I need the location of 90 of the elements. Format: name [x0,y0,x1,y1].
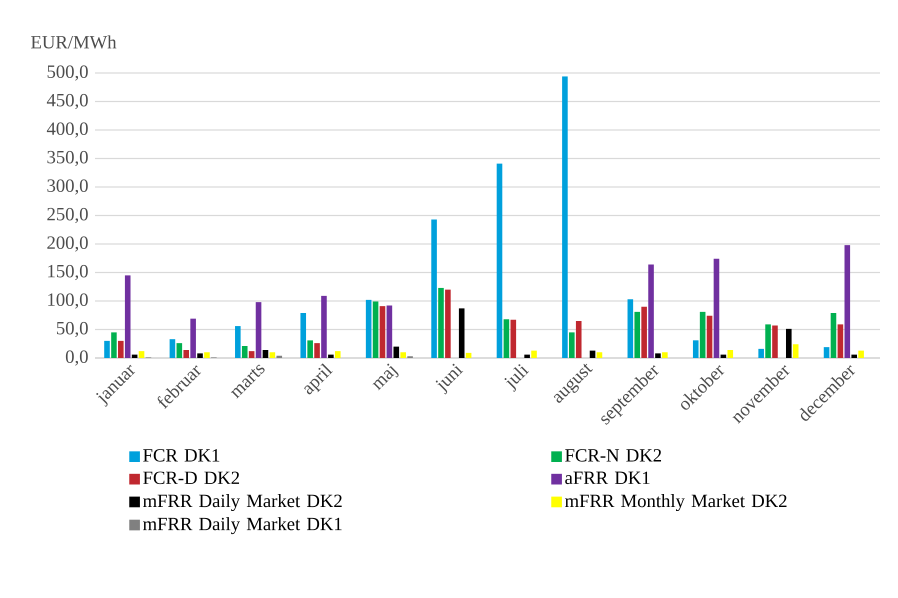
bar [504,319,510,358]
bar [438,288,444,358]
bar [183,350,190,358]
bar [576,320,582,358]
bar [641,306,647,358]
bar [634,312,640,358]
legend-label: aFRR DK1 [565,472,650,484]
bar [531,350,537,358]
bar [692,340,699,358]
bar [844,245,850,358]
x-tick-label: juni [436,364,464,394]
bar [765,324,771,358]
y-tick-label: 150,0 [48,264,88,280]
bar [824,347,830,358]
legend-label: FCR-N DK2 [565,449,662,462]
bar [176,343,182,358]
legend-label: FCR-D DK2 [143,472,240,484]
bar [727,350,734,358]
x-tick-label: maj [372,364,399,390]
bar [334,351,341,358]
bar [242,346,248,358]
bar [138,351,144,358]
bar [400,352,406,358]
y-tick-label: 100,0 [48,293,88,309]
bar [590,350,596,358]
bar [720,354,726,358]
bar [248,351,254,358]
bar [386,306,392,358]
legend-label: mFRR Daily Market DK1 [142,517,342,534]
bar [204,352,210,358]
y-tick-label: 250,0 [47,208,88,224]
bar [170,339,176,358]
y-tick-label: 500,0 [48,65,88,81]
y-tick-label: 400,0 [46,122,88,138]
bar [328,354,334,358]
bar [118,340,124,358]
bar [569,332,575,358]
bar [104,340,110,358]
bar [466,352,472,358]
bar [445,290,451,358]
bar [270,352,276,358]
legend-label: mFRR Monthly Market DK2 [564,494,786,512]
bar [124,275,131,358]
bar [700,312,706,358]
bar [366,300,372,358]
legend-label: mFRR Daily Market DK2 [142,494,342,512]
y-tick-label: 50,0 [56,322,88,338]
bar [655,353,661,358]
bar [372,302,378,358]
bar [300,312,306,358]
bar [792,344,798,358]
bar [596,352,602,358]
bar [648,264,654,358]
bar [321,296,327,358]
bar [858,350,864,358]
bar [262,350,268,358]
bar [772,325,778,358]
bar [830,312,836,358]
bar [714,258,720,358]
bar [314,343,320,358]
bar [380,306,386,358]
bar [628,299,634,358]
bar [197,353,203,358]
bar [662,352,668,358]
bar [706,316,712,358]
bar [510,320,516,358]
bar [190,318,196,358]
bar [851,354,858,358]
bar [393,346,400,358]
x-tick-label: juli [504,364,530,392]
y-tick-label: 0,0 [66,350,88,366]
bar [496,164,502,358]
bar [786,328,792,358]
y-tick-label: 300,0 [47,179,88,195]
bar [256,302,262,358]
bar [458,308,465,358]
x-tick-label: april [304,363,333,394]
y-axis-title: EUR/MWh [31,35,116,49]
y-tick-label: 350,0 [47,150,88,166]
bar [524,354,530,358]
bar [758,348,764,358]
bar [235,326,241,358]
bar [431,219,437,358]
bar [562,76,568,358]
bar [838,324,844,358]
legend-label: FCR DK1 [143,449,220,462]
y-tick-label: 450,0 [46,94,88,110]
bar [132,354,138,358]
y-tick-label: 200,0 [47,236,88,252]
bar [307,340,313,358]
